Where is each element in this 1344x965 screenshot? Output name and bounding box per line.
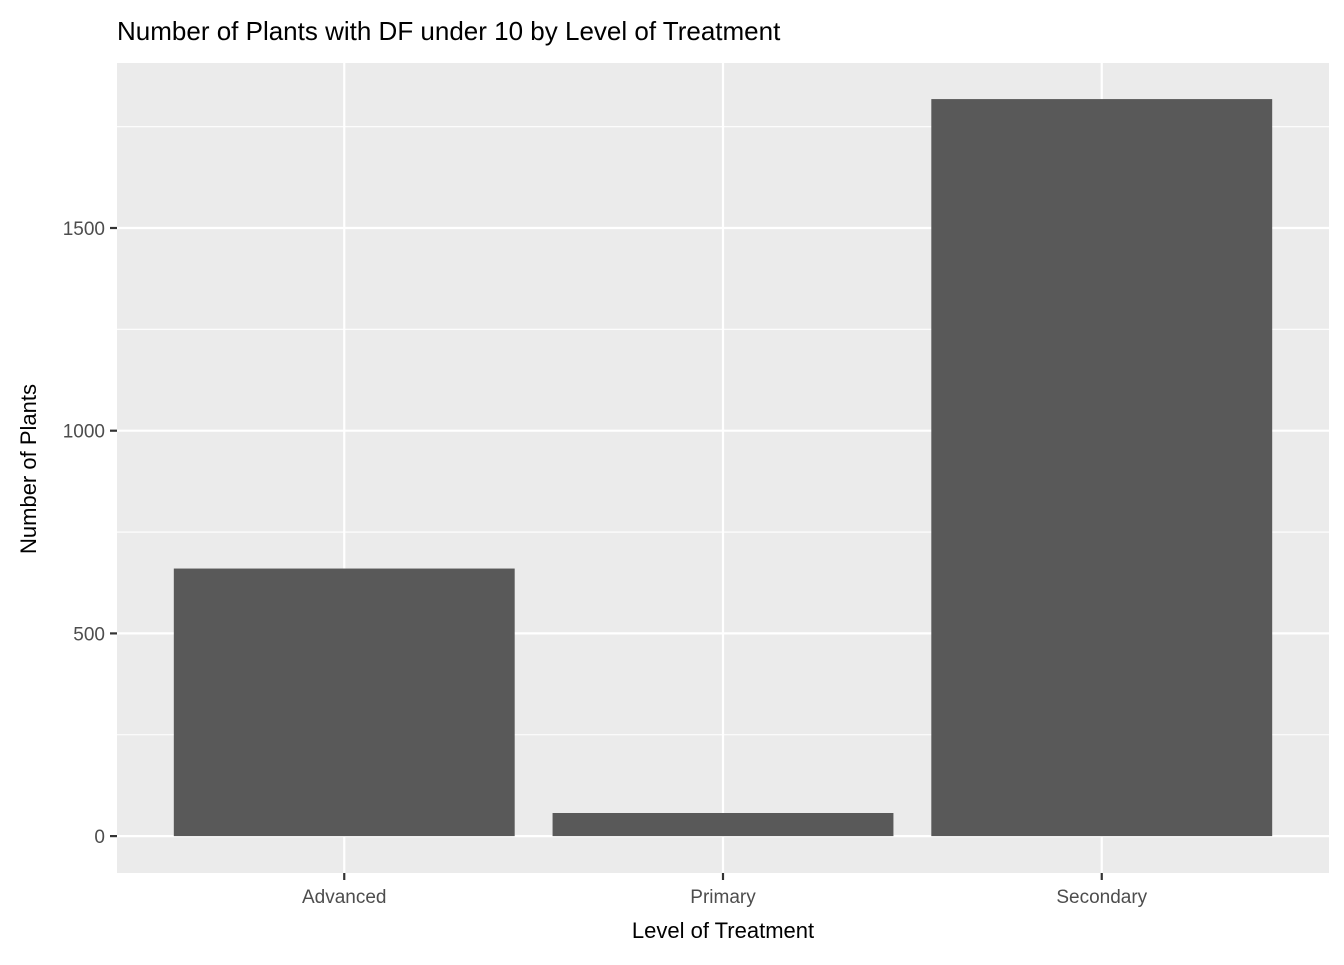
- bar-advanced: [173, 568, 515, 837]
- y-tick-label: 1500: [63, 219, 105, 240]
- x-axis: Advanced Primary Secondary: [302, 873, 1148, 908]
- y-axis: 0 500 1000 1500: [63, 219, 117, 848]
- y-tick-label: 500: [73, 624, 105, 645]
- x-tick-label: Secondary: [1056, 887, 1147, 908]
- bar-primary: [552, 813, 894, 837]
- y-tick-label: 0: [94, 827, 105, 848]
- bars-group: [173, 99, 1273, 837]
- y-axis-title: Number of Plants: [16, 384, 41, 554]
- y-tick-label: 1000: [63, 422, 105, 443]
- bar-secondary: [931, 99, 1273, 837]
- x-axis-title: Level of Treatment: [632, 918, 814, 943]
- chart-title: Number of Plants with DF under 10 by Lev…: [117, 16, 781, 46]
- x-tick-label: Advanced: [302, 887, 387, 908]
- x-tick-label: Primary: [690, 887, 756, 908]
